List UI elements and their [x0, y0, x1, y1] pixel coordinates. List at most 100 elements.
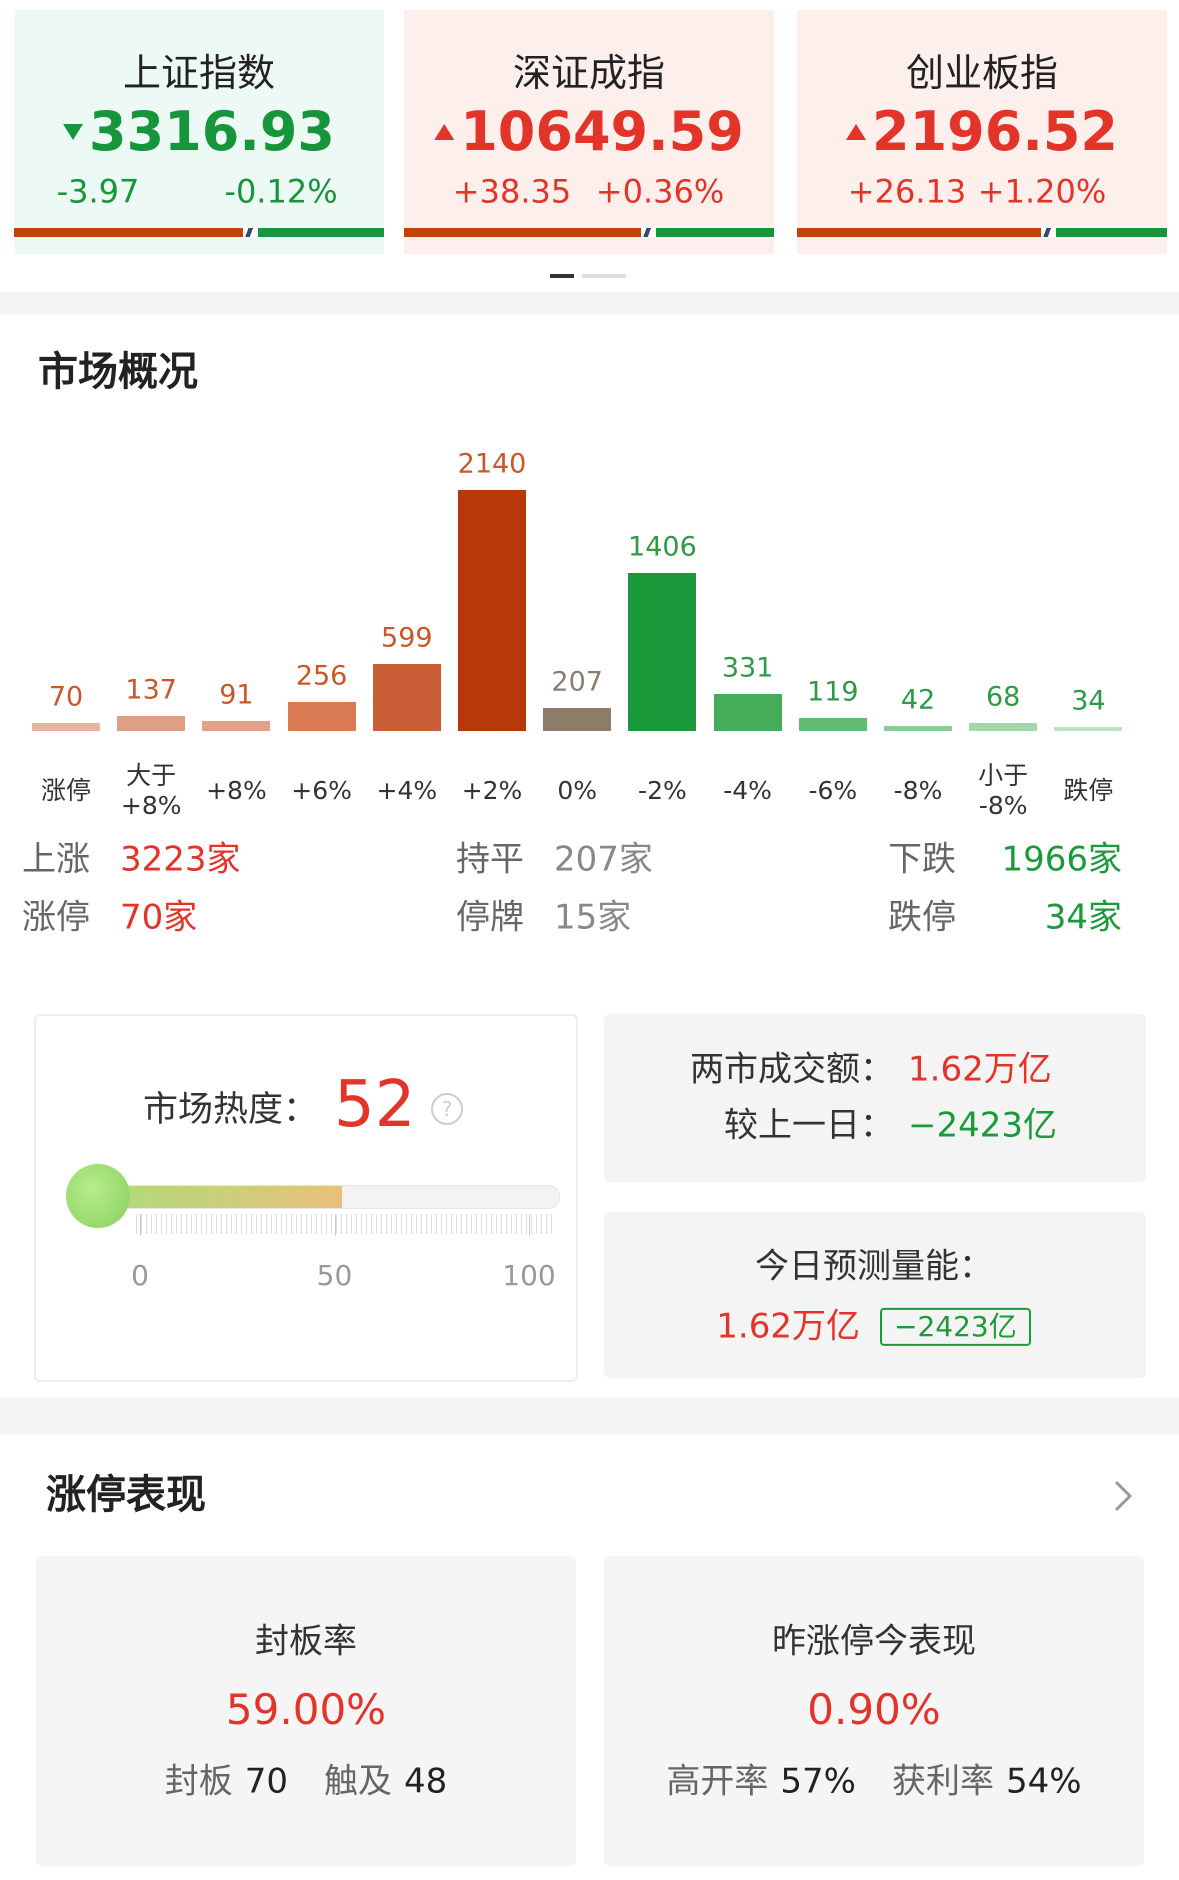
card-title: 封板率 [255, 1621, 357, 1662]
up-down-strip [404, 228, 774, 237]
stat-value: 1966家 [1001, 839, 1122, 880]
bar-value-label: 42 [900, 684, 936, 716]
gauge-ruler [136, 1214, 556, 1234]
pager-dot [582, 274, 626, 278]
gauge-tick-label: 100 [502, 1258, 556, 1292]
x-tick-label: +2% [461, 776, 523, 805]
bar-chart: 70 涨停 137 大于 +8% 91 +8% 256 +6% 599 +4% 2140 +2% 207… [0, 0, 1179, 820]
x-tick-label: 大于 +8% [120, 761, 182, 820]
x-tick-label: 涨停 [40, 776, 92, 805]
bar-value-label: 137 [125, 674, 177, 706]
x-tick-label: +6% [291, 776, 352, 805]
svg-text:?: ? [442, 1097, 453, 1121]
turnover-change-label: 较上一日： [724, 1105, 894, 1146]
pager-dot-active [550, 274, 574, 278]
index-change-pct: +0.36% [595, 172, 725, 211]
stat-label: 封板 [164, 1761, 233, 1802]
card-stats: 封板 70 触及 48 [165, 1762, 448, 1801]
forecast-change: −2423亿 [880, 1307, 1031, 1347]
bar-value-label: 599 [381, 622, 433, 654]
index-value: 10649.59 [460, 99, 744, 163]
chevron[interactable] [1112, 1478, 1136, 1514]
section-separator [0, 292, 1179, 314]
bar [543, 707, 612, 731]
x-tick-label: +8% [206, 776, 267, 805]
stat: 封板 70 [165, 1762, 288, 1801]
stat-value: 54% [1006, 1761, 1082, 1802]
index-change-pct: +1.20% [977, 172, 1107, 211]
bar-value-label: 331 [721, 652, 774, 684]
card-value: 0.90% [807, 1684, 941, 1734]
x-tick-label: +4% [376, 776, 438, 805]
index-value: 2196.52 [872, 99, 1118, 163]
gauge-tick-label: 0 [131, 1258, 149, 1292]
heat-label: 市场热度： [142, 1089, 318, 1130]
bar [202, 720, 271, 731]
card-stats: 高开率 57% 获利率 54% [666, 1762, 1081, 1801]
section-separator [0, 1398, 1179, 1434]
bar-value-label: 91 [219, 679, 254, 711]
stat-value: 57% [780, 1761, 856, 1802]
heat-value: 52 [334, 1068, 416, 1143]
gauge-knob [66, 1164, 130, 1228]
forecast-label: 今日预测量能： [755, 1246, 993, 1287]
stat-label: 停牌 [456, 897, 524, 938]
help-icon[interactable]: ? [430, 1092, 464, 1126]
card-title: 昨涨停今表现 [772, 1621, 976, 1662]
stat-label: 高开率 [666, 1761, 769, 1802]
index-value-row: 10649.59 [434, 99, 744, 163]
x-tick-label: -2% [638, 776, 687, 805]
index-change-pct: -0.12% [224, 172, 338, 211]
stat-value: 3223家 [120, 839, 241, 880]
bar-value-label: 34 [1071, 685, 1106, 717]
index-value-row: 2196.52 [846, 99, 1118, 163]
bar [884, 726, 952, 731]
turnover-change: −2423亿 [908, 1105, 1058, 1146]
forecast-card [604, 1212, 1146, 1378]
index-change: +26.13 [847, 172, 967, 211]
bar-value-label: 68 [986, 681, 1021, 713]
stat-label: 持平 [456, 839, 524, 880]
arrow-up [434, 124, 455, 140]
x-tick-label: -4% [723, 776, 772, 805]
index-change: +38.35 [452, 172, 572, 211]
index-card[interactable]: 创业板指 2196.52 +26.13 +1.20% [797, 10, 1167, 254]
index-card[interactable]: 深证成指 10649.59 +38.35 +0.36% [404, 10, 774, 254]
gauge-tick [140, 1214, 141, 1236]
limit-up-card [36, 1556, 576, 1866]
bar [32, 723, 100, 731]
bar [117, 715, 186, 731]
x-tick-label: 小于 -8% [978, 761, 1029, 820]
x-tick-label: 0% [557, 776, 598, 805]
up-down-strip [797, 228, 1167, 237]
bar [713, 693, 782, 731]
stat-value: 34家 [1044, 897, 1122, 938]
stat-value: 48 [404, 1761, 448, 1802]
up-down-strip [14, 228, 384, 237]
section-title: 涨停表现 [46, 1472, 206, 1518]
stat-value: 70家 [120, 897, 198, 938]
gauge-tick [334, 1214, 336, 1236]
turnover-card [604, 1014, 1146, 1182]
index-value-row: 3316.93 [63, 99, 335, 163]
card-value: 59.00% [225, 1684, 387, 1734]
index-name: 深证成指 [512, 51, 666, 96]
turnover-label: 两市成交额： [690, 1049, 894, 1090]
stat-label: 涨停 [22, 897, 90, 938]
stat-label: 触及 [324, 1761, 392, 1802]
bar [628, 572, 697, 731]
stat: 触及 48 [324, 1762, 447, 1801]
stat-value: 70 [244, 1761, 288, 1802]
limit-up-card [604, 1556, 1144, 1866]
gauge-fill [72, 1186, 343, 1208]
bar [372, 663, 441, 731]
bar-value-label: 70 [48, 681, 84, 713]
bar-value-label: 1406 [628, 531, 697, 563]
index-name: 上证指数 [122, 51, 276, 96]
index-value: 3316.93 [89, 99, 335, 163]
index-card[interactable]: 上证指数 3316.93 -3.97 -0.12% [14, 10, 384, 254]
bar [1054, 727, 1123, 731]
index-change: -3.97 [56, 172, 140, 211]
x-tick-label: -6% [808, 776, 858, 805]
